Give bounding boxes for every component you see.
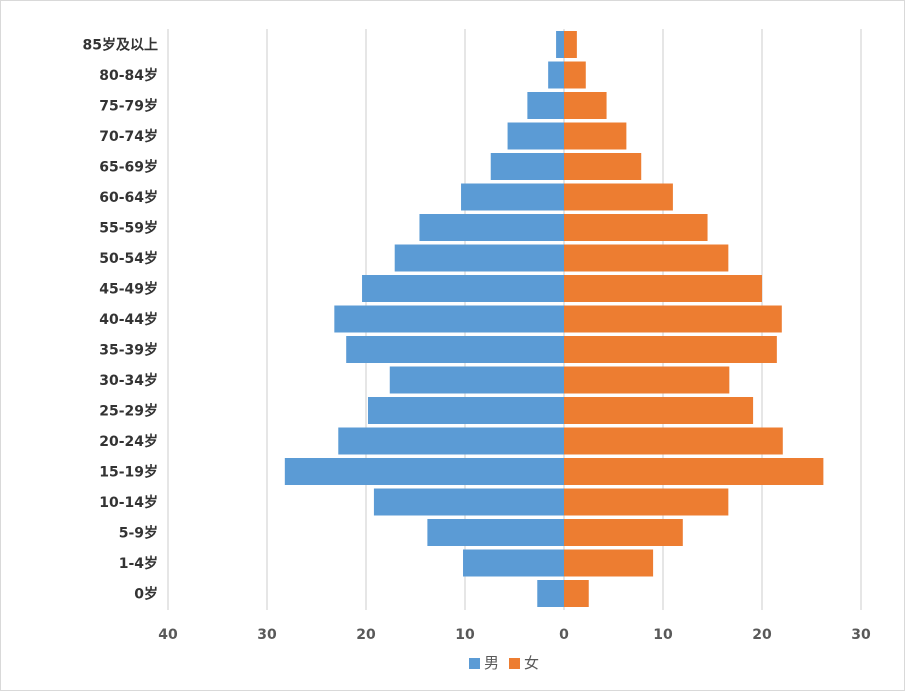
category-label: 75-79岁 [99,98,158,115]
bar-male-18 [556,31,564,58]
bar-female-5 [564,427,783,455]
category-label: 20-24岁 [99,433,158,450]
x-tick-label: 0 [559,627,569,643]
bar-female-2 [564,519,683,546]
bar-male-5 [338,427,564,455]
bar-male-9 [334,305,564,333]
bar-female-6 [564,397,754,424]
bar-male-11 [394,244,564,272]
bar-female-9 [564,305,782,333]
bar-female-10 [564,275,762,302]
bar-male-4 [284,458,564,485]
category-label: 65-69岁 [99,159,158,176]
bar-male-14 [490,153,564,180]
bar-male-2 [427,519,564,546]
bar-female-13 [564,183,673,211]
category-label: 5-9岁 [119,525,158,542]
bar-male-12 [419,214,564,241]
bar-female-16 [564,92,607,119]
bar-male-7 [389,366,564,394]
legend: 男女 [469,654,539,672]
bar-female-8 [564,336,777,363]
bar-female-3 [564,488,729,516]
bar-male-0 [537,580,564,607]
bar-male-1 [463,549,564,577]
category-label: 30-34岁 [99,372,158,389]
bar-male-15 [507,122,564,150]
bar-female-0 [564,580,589,607]
category-label: 0岁 [134,586,158,603]
category-label: 1-4岁 [119,555,158,572]
bar-female-4 [564,458,824,485]
category-label: 40-44岁 [99,311,158,328]
bar-female-7 [564,366,730,394]
x-tick-label: 10 [653,627,673,643]
x-tick-label: 30 [257,627,277,643]
bar-female-15 [564,122,627,150]
bar-female-11 [564,244,729,272]
category-label: 80-84岁 [99,67,158,84]
bar-male-17 [548,61,564,89]
bar-female-14 [564,153,642,180]
category-label: 25-29岁 [99,403,158,420]
x-tick-label: 20 [356,627,376,643]
category-labels: 0岁 1-4岁 5-9岁 10-14岁 15-19岁 20-24岁 25-29岁 30-34岁… [83,37,158,603]
legend-label: 男 [484,654,499,672]
category-label: 70-74岁 [99,128,158,145]
category-label: 50-54岁 [99,250,158,267]
category-label: 85岁及以上 [83,37,158,54]
bar-male-13 [461,183,564,211]
category-label: 60-64岁 [99,189,158,206]
legend-swatch-0 [469,658,480,669]
category-label: 15-19岁 [99,464,158,481]
bars [284,31,824,607]
x-tick-label: 10 [455,627,475,643]
category-label: 45-49岁 [99,281,158,298]
category-label: 55-59岁 [99,220,158,237]
bar-male-3 [373,488,564,516]
category-label: 35-39岁 [99,342,158,359]
bar-male-10 [362,275,564,302]
x-tick-label: 40 [158,627,178,643]
x-tick-label: 30 [851,627,871,643]
bar-female-12 [564,214,708,241]
bar-male-16 [527,92,564,119]
x-tick-label: 20 [752,627,772,643]
bar-female-17 [564,61,586,89]
category-label: 10-14岁 [99,494,158,511]
bar-female-1 [564,549,654,577]
legend-label: 女 [524,654,539,672]
bar-male-8 [346,336,564,363]
bar-female-18 [564,31,577,58]
bar-male-6 [367,397,564,424]
legend-swatch-1 [509,658,520,669]
x-tick-labels: 40 30 20 10 0 10 20 30 [158,627,871,643]
